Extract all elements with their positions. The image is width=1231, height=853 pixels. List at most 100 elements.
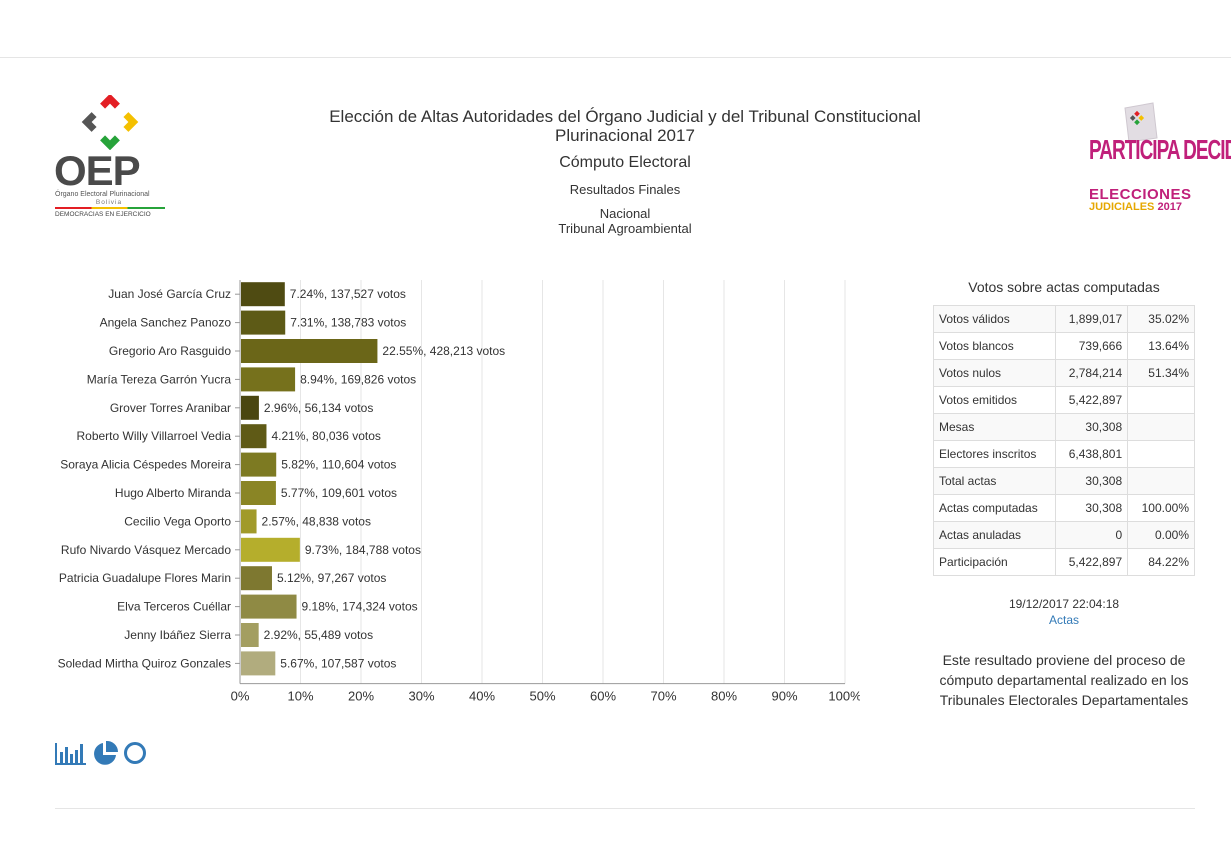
- data-label: 7.31%, 138,783 votos: [290, 316, 406, 330]
- category-label: María Tereza Garrón Yucra: [87, 372, 232, 386]
- top-divider: [0, 57, 1231, 58]
- stats-percent: 0.00%: [1127, 521, 1195, 549]
- bar: [241, 395, 259, 420]
- bar: [241, 282, 285, 307]
- stats-label: Votos blancos: [932, 332, 1057, 360]
- bar: [241, 452, 277, 477]
- stats-row: Mesas 30,308: [932, 413, 1195, 441]
- participa-decide-logo: PARTICIPA DECIDE ELECCIONES JUDICIALES 2…: [1085, 100, 1231, 215]
- stats-percent: [1127, 386, 1195, 414]
- stats-label: Votos válidos: [932, 305, 1057, 333]
- oep-subtitle: Órgano Electoral Plurinacional: [55, 191, 150, 198]
- oep-logo: OEP Órgano Electoral Plurinacional Boliv…: [50, 95, 175, 225]
- bar-chart-svg: 0% 10% 20% 30% 40% 50% 60% 70% 80% 90% 100% Juan Jo…: [58, 280, 860, 704]
- x-tick-label: 60%: [590, 689, 616, 704]
- stats-row: Votos blancos 739,666 13.64%: [932, 332, 1195, 360]
- results-note: Este resultado proviene del proceso de c…: [939, 652, 1189, 708]
- stats-value: 30,308: [1055, 467, 1129, 495]
- data-label: 5.12%, 97,267 votos: [277, 571, 386, 585]
- stats-row: Votos nulos 2,784,214 51.34%: [932, 359, 1195, 387]
- results-label: Resultados Finales: [569, 182, 681, 197]
- page-title: Elección de Altas Autoridades del Órgano…: [329, 107, 921, 145]
- x-tick-label: 10%: [287, 689, 313, 704]
- category-label: Hugo Alberto Miranda: [115, 486, 231, 500]
- stats-row: Actas anuladas 0 0.00%: [932, 521, 1195, 549]
- x-tick-label: 0%: [231, 689, 250, 704]
- x-tick-label: 100%: [828, 689, 860, 704]
- stats-value: 2,784,214: [1055, 359, 1129, 387]
- stats-value: 0: [1055, 521, 1129, 549]
- x-tick-label: 40%: [469, 689, 495, 704]
- category-label: Roberto Willy Villarroel Vedia: [76, 429, 231, 443]
- results-bar-chart: 0% 10% 20% 30% 40% 50% 60% 70% 80% 90% 100% Juan Jo…: [0, 270, 860, 710]
- stats-percent: 13.64%: [1127, 332, 1195, 360]
- elecciones-text: ELECCIONES: [1089, 186, 1192, 203]
- stats-label: Total actas: [932, 467, 1057, 495]
- category-label: Soledad Mirtha Quiroz Gonzales: [58, 656, 231, 670]
- stats-label: Mesas: [932, 413, 1057, 441]
- bar: [241, 566, 272, 591]
- stats-row: Electores inscritos 6,438,801: [932, 440, 1195, 468]
- judiciales-text: JUDICIALES 2017: [1089, 201, 1182, 213]
- bar: [241, 623, 259, 647]
- stats-row: Votos válidos 1,899,017 35.02%: [932, 305, 1195, 333]
- data-label: 9.18%, 174,324 votos: [302, 600, 418, 614]
- stats-row: Participación 5,422,897 84.22%: [932, 548, 1195, 576]
- bar: [241, 424, 267, 449]
- x-tick-label: 90%: [771, 689, 797, 704]
- stats-label: Participación: [932, 548, 1057, 576]
- bottom-divider: [55, 808, 1195, 809]
- data-label: 5.82%, 110,604 votos: [281, 458, 396, 472]
- category-label: Elva Terceros Cuéllar: [117, 600, 231, 614]
- category-label: Cecilio Vega Oporto: [124, 514, 231, 528]
- stats-percent: 84.22%: [1127, 548, 1195, 576]
- stats-label: Actas anuladas: [932, 521, 1057, 549]
- stats-row: Votos emitidos 5,422,897: [932, 386, 1195, 414]
- data-label: 9.73%, 184,788 votos: [305, 543, 421, 557]
- x-tick-label: 80%: [711, 689, 737, 704]
- ballot-box-icon: [1124, 102, 1158, 143]
- category-label: Angela Sanchez Panozo: [100, 316, 232, 330]
- page-header: Elección de Altas Autoridades del Órgano…: [300, 107, 950, 236]
- stats-percent: [1127, 440, 1195, 468]
- bar: [241, 509, 257, 534]
- stats-label: Votos nulos: [932, 359, 1057, 387]
- x-tick-label: 20%: [348, 689, 374, 704]
- stats-percent: [1127, 467, 1195, 495]
- stats-label: Votos emitidos: [932, 386, 1057, 414]
- category-label: Rufo Nivardo Vásquez Mercado: [61, 543, 231, 557]
- donut-chart-icon[interactable]: [123, 740, 149, 766]
- actas-link[interactable]: Actas: [1048, 613, 1079, 627]
- bar: [241, 594, 297, 619]
- data-label: 8.94%, 169,826 votos: [300, 372, 416, 386]
- bar: [241, 367, 296, 392]
- stats-value: 1,899,017: [1055, 305, 1129, 333]
- pie-chart-icon[interactable]: [91, 740, 119, 766]
- bar: [241, 651, 276, 676]
- page-subtitle: Cómputo Electoral: [559, 154, 691, 171]
- stats-title: Votos sobre actas computadas: [968, 279, 1160, 295]
- data-label: 4.21%, 80,036 votos: [271, 429, 380, 443]
- bar: [241, 339, 378, 363]
- oep-country: Bolivia: [95, 199, 123, 206]
- stats-row: Actas computadas 30,308 100.00%: [932, 494, 1195, 522]
- stats-value: 5,422,897: [1055, 548, 1129, 576]
- data-label: 5.77%, 109,601 votos: [281, 486, 397, 500]
- category-label: Patricia Guadalupe Flores Marin: [59, 571, 231, 585]
- bar-chart-icon[interactable]: [55, 740, 87, 766]
- stats-value: 6,438,801: [1055, 440, 1129, 468]
- category-label: Jenny Ibáñez Sierra: [124, 628, 231, 642]
- category-label: Soraya Alicia Céspedes Moreira: [60, 458, 231, 472]
- scope-line-national: Nacional: [599, 206, 651, 221]
- data-label: 7.24%, 137,527 votos: [290, 287, 406, 301]
- oep-slogan: DEMOCRACIAS EN EJERCICIO: [55, 211, 151, 218]
- oep-color-bar: [55, 207, 165, 209]
- stats-percent: 35.02%: [1127, 305, 1195, 333]
- timestamp: 19/12/2017 22:04:18: [1008, 597, 1120, 611]
- stats-table: Votos válidos 1,899,017 35.02% Votos blanco…: [932, 305, 1195, 576]
- category-label: Grover Torres Aranibar: [110, 401, 231, 415]
- scope-line-tribunal: Tribunal Agroambiental: [558, 221, 692, 236]
- stats-value: 30,308: [1055, 413, 1129, 441]
- data-label: 22.55%, 428,213 votos: [382, 344, 505, 358]
- data-label: 2.57%, 48,838 votos: [262, 514, 371, 528]
